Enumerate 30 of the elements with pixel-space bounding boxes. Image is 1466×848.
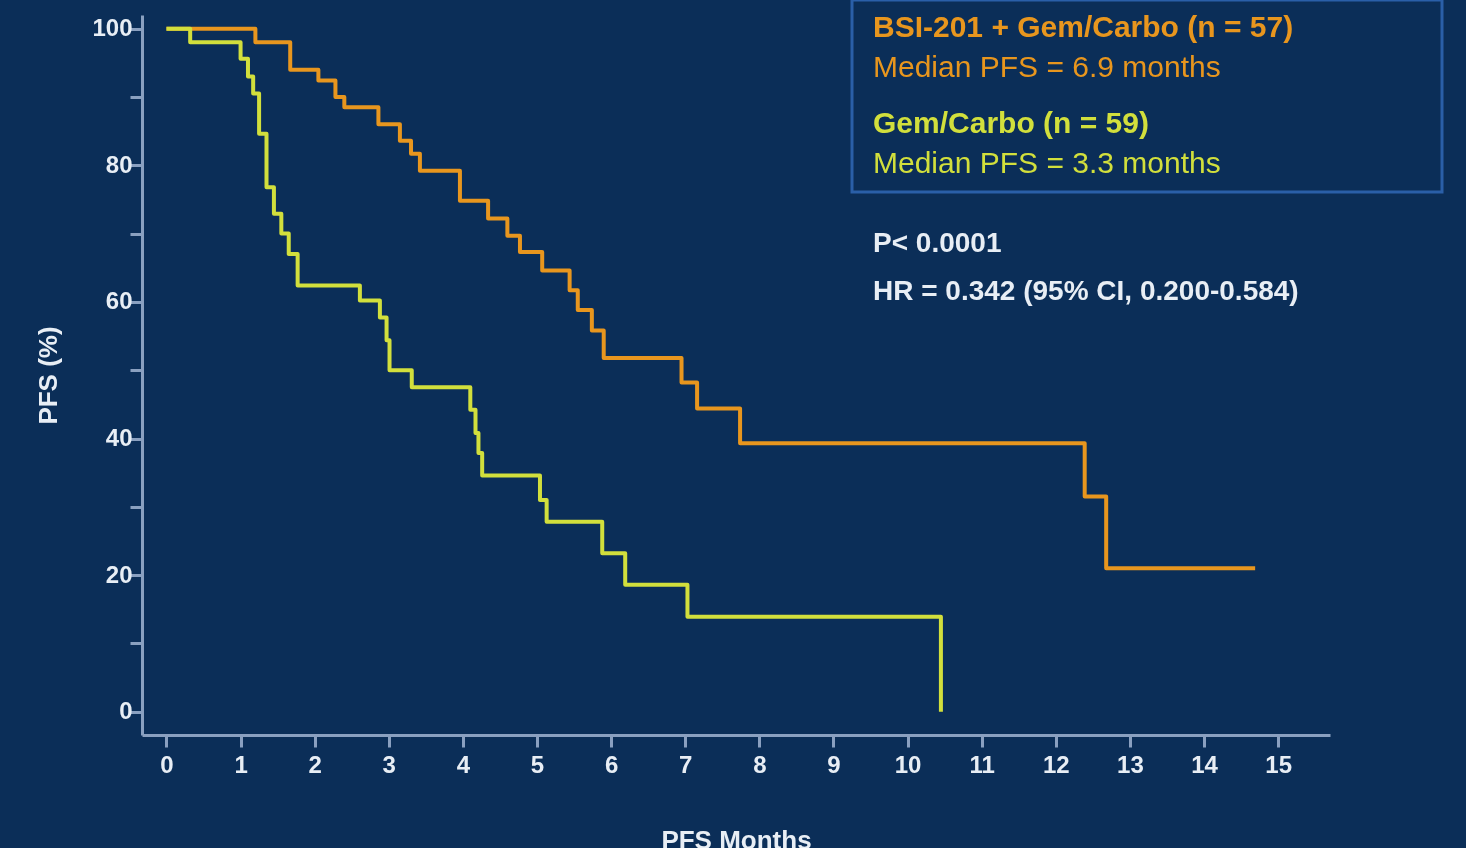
x-tick-label: 10 — [894, 750, 922, 778]
y-tick-label: 40 — [105, 424, 133, 452]
annotation: Median PFS = 3.3 months — [873, 146, 1221, 179]
y-tick-label: 0 — [119, 697, 133, 725]
x-tick-label: 2 — [308, 750, 322, 778]
x-tick-label: 1 — [234, 750, 248, 778]
y-axis-title: PFS (%) — [33, 326, 64, 425]
x-tick-label: 6 — [604, 750, 619, 778]
x-tick-label: 11 — [969, 750, 995, 778]
x-tick-label: 3 — [382, 750, 396, 778]
annotation: Median PFS = 6.9 months — [873, 50, 1221, 83]
y-tick-label: 80 — [105, 150, 133, 178]
annotation: P< 0.0001 — [873, 227, 1002, 258]
text: Gem/Carbo (n = 59) — [873, 106, 1149, 139]
x-tick-label: 13 — [1117, 750, 1144, 778]
annotation: HR = 0.342 (95% CI, 0.200-0.584) — [873, 275, 1299, 306]
y-tick-label: 60 — [105, 287, 133, 315]
x-tick-label: 9 — [827, 750, 841, 778]
x-axis-title: PFS Months — [661, 824, 812, 848]
x-tick-label: 15 — [1265, 750, 1292, 778]
y-tick-label: 20 — [105, 560, 133, 588]
x-tick-label: 7 — [679, 750, 693, 778]
y-tick-label: 100 — [92, 14, 133, 42]
x-tick-label: 14 — [1191, 750, 1219, 778]
x-tick-label: 12 — [1042, 750, 1070, 778]
x-tick-label: 4 — [456, 750, 471, 778]
text: BSI-201 + Gem/Carbo (n = 57) — [873, 10, 1294, 43]
x-tick-label: 5 — [530, 750, 545, 778]
x-tick-label: 0 — [160, 750, 174, 778]
x-tick-label: 8 — [753, 750, 767, 778]
